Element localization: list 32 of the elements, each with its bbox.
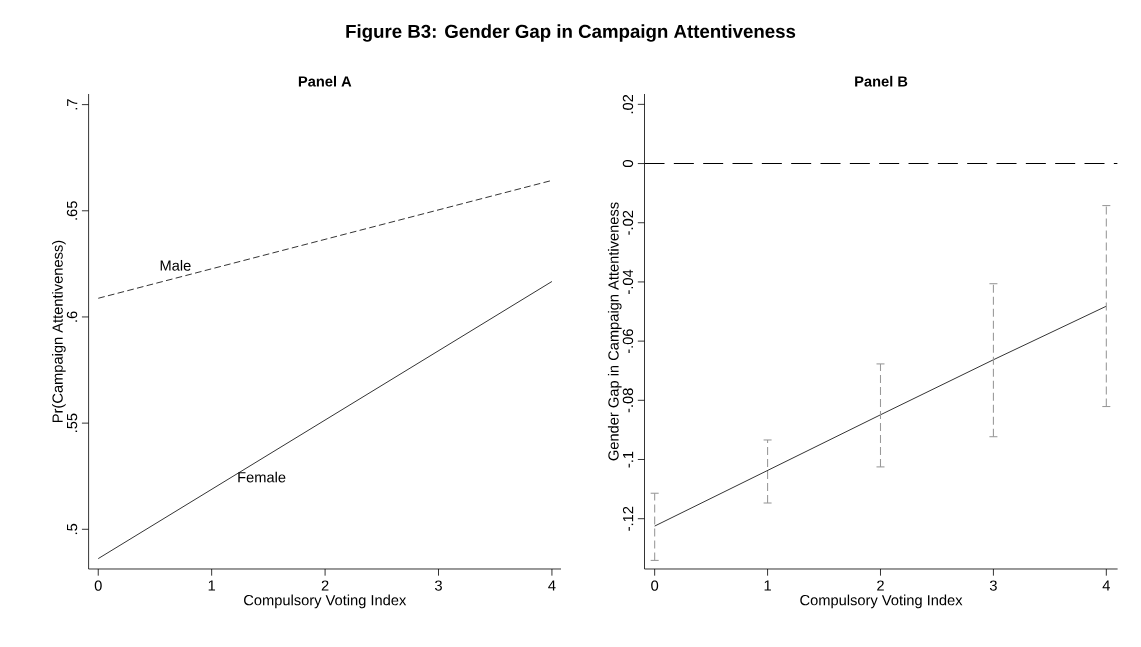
x-tick-label: 3 xyxy=(435,580,442,591)
y-tick-label: .55 xyxy=(67,413,78,432)
x-tick-label: 1 xyxy=(764,580,771,591)
y-tick-label: .5 xyxy=(67,523,78,535)
y-tick-label: .65 xyxy=(66,201,78,220)
chart-title: Figure B3: Gender Gap in Campaign Attentiveness xyxy=(346,24,796,42)
chart-title: Panel B xyxy=(855,75,908,87)
x-tick-label: 1 xyxy=(208,580,216,591)
x-tick-label: 4 xyxy=(1102,580,1110,591)
x-axis-title: Compulsory Voting Index xyxy=(244,594,407,609)
y-axis-title: Gender Gap in Campaign Attentiveness xyxy=(607,202,622,461)
x-axis-title: Compulsory Voting Index xyxy=(800,594,963,609)
y-axis-title: Pr(Campaign Attentiveness) xyxy=(52,240,66,422)
x-tick-label: 2 xyxy=(321,580,329,591)
x-tick-label: 4 xyxy=(548,580,556,591)
y-tick-label: .02 xyxy=(622,94,634,114)
y-tick-label: -.04 xyxy=(622,269,634,294)
y-tick-label: -.06 xyxy=(622,329,634,354)
x-tick-label: 2 xyxy=(877,580,884,591)
x-tick-label: 3 xyxy=(989,580,997,591)
y-tick-label: 0 xyxy=(622,160,634,168)
y-tick-label: -.08 xyxy=(622,388,634,413)
y-tick-label: -.1 xyxy=(623,451,634,468)
x-tick-label: 0 xyxy=(651,580,659,591)
y-tick-label: .7 xyxy=(67,99,78,110)
chart-subtitle: Panel A xyxy=(298,75,352,87)
y-tick-label: .6 xyxy=(66,311,78,322)
y-tick-label: -.12 xyxy=(622,506,634,531)
series-label: Female xyxy=(238,471,286,483)
series-label: Male xyxy=(160,259,191,271)
y-tick-label: -.02 xyxy=(622,210,634,235)
x-tick-label: 0 xyxy=(94,580,102,591)
